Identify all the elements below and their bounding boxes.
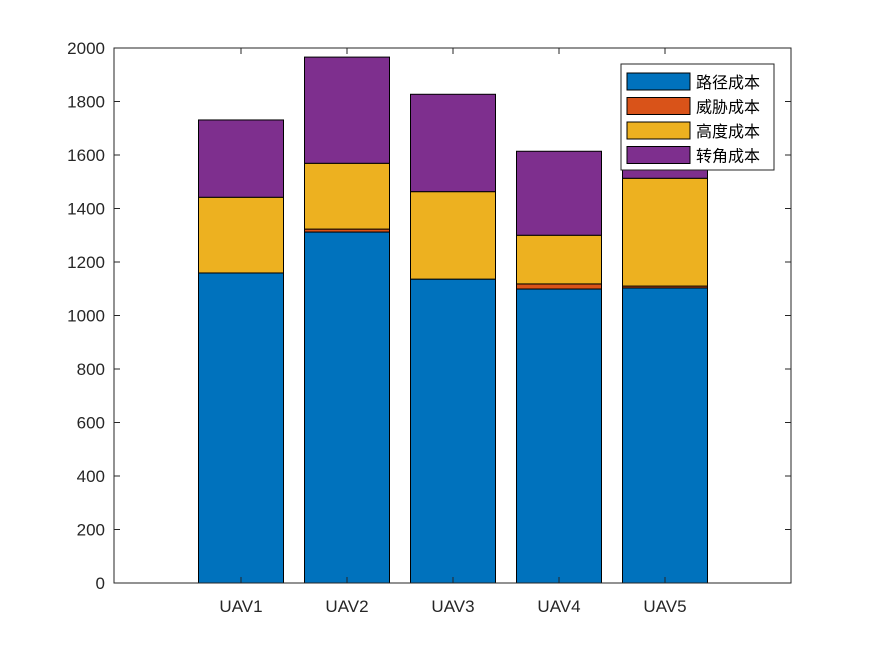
legend-label: 转角成本 [696, 147, 760, 166]
x-tick-label: UAV2 [325, 597, 368, 616]
y-tick-label: 2000 [67, 39, 105, 58]
axes: 0 200 400 600 800 1000 1200 1400 1600 1800 2000 UAV… [67, 39, 792, 616]
legend-swatch [626, 146, 691, 164]
bar-segment-uav3-0 [410, 278, 496, 584]
bar-segment-uav5-2 [622, 177, 708, 287]
bar-segment-uav4-3 [516, 150, 602, 236]
y-tick-label: 600 [77, 414, 105, 433]
bar-segment-uav2-0 [304, 231, 390, 584]
legend-swatch [626, 72, 691, 91]
legend-label: 高度成本 [696, 122, 760, 141]
y-tick-label: 800 [77, 360, 105, 379]
x-tick-label: UAV1 [219, 597, 262, 616]
legend-swatch [626, 121, 691, 140]
bar-segment-uav4-1 [516, 283, 602, 290]
bar-segment-uav1-0 [198, 272, 284, 584]
y-tick-label: 1400 [67, 200, 105, 219]
legend-swatch [626, 97, 691, 115]
x-tick-label: UAV3 [431, 597, 474, 616]
x-tick-label: UAV4 [537, 597, 580, 616]
y-tick-label: 0 [96, 574, 105, 593]
y-tick-label: 1600 [67, 146, 105, 165]
legend-label: 威胁成本 [696, 98, 760, 117]
bar-segment-uav3-3 [410, 93, 496, 193]
bar-segment-uav1-2 [198, 196, 284, 274]
legend-label: 路径成本 [696, 73, 760, 92]
y-tick-label: 1000 [67, 307, 105, 326]
bar-segment-uav3-2 [410, 191, 496, 280]
y-tick-label: 1200 [67, 253, 105, 272]
x-tick-label: UAV5 [643, 597, 686, 616]
bar-segment-uav2-2 [304, 162, 390, 230]
y-tick-label: 1800 [67, 93, 105, 112]
bars-group [198, 56, 708, 584]
bar-segment-uav1-3 [198, 119, 284, 198]
bar-segment-uav2-3 [304, 56, 390, 164]
bar-segment-uav5-0 [622, 287, 708, 584]
y-tick-label: 200 [77, 521, 105, 540]
bar-segment-uav4-0 [516, 288, 602, 584]
y-tick-label: 400 [77, 467, 105, 486]
bar-segment-uav4-2 [516, 234, 602, 285]
